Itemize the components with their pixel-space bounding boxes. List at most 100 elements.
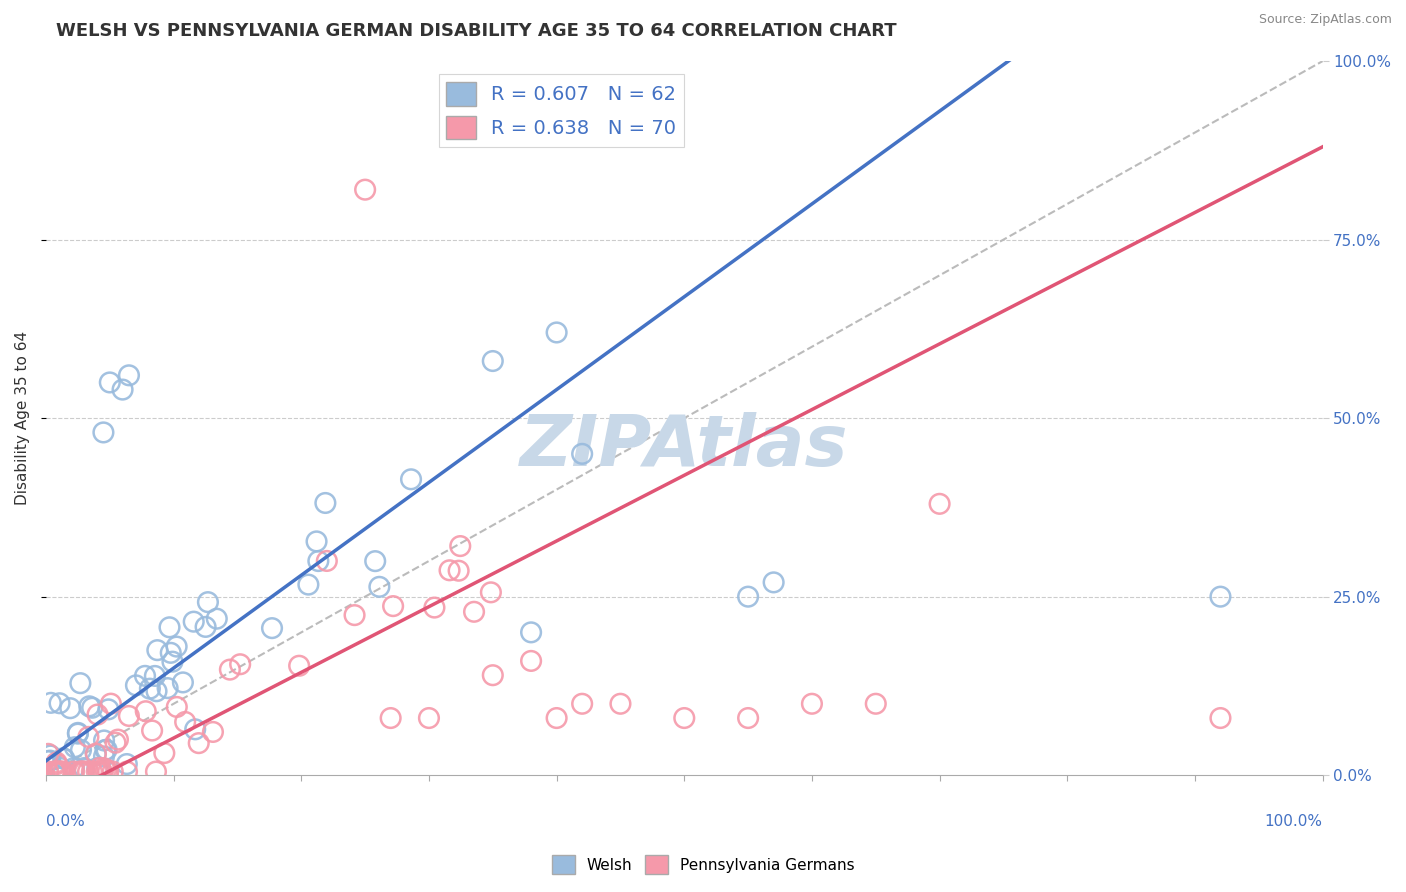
Point: [229, 657, 252, 672]
Point: [135, 704, 157, 718]
Point: [39, 696, 62, 710]
Point: [45, 756, 67, 770]
Point: [571, 447, 593, 461]
Point: [59, 701, 82, 715]
Point: [307, 554, 329, 568]
Point: [1209, 590, 1232, 604]
Point: [479, 585, 502, 599]
Point: [45, 757, 67, 772]
Point: [97, 702, 120, 716]
Point: [73, 764, 96, 779]
Legend: Welsh, Pennsylvania Germans: Welsh, Pennsylvania Germans: [546, 849, 860, 880]
Point: [77, 730, 100, 744]
Point: [368, 580, 391, 594]
Point: [520, 654, 543, 668]
Text: WELSH VS PENNSYLVANIA GERMAN DISABILITY AGE 35 TO 64 CORRELATION CHART: WELSH VS PENNSYLVANIA GERMAN DISABILITY …: [56, 22, 897, 40]
Point: [800, 697, 823, 711]
Point: [93, 733, 115, 747]
Point: [314, 496, 336, 510]
Point: [481, 668, 503, 682]
Point: [69, 764, 91, 779]
Point: [79, 699, 101, 714]
Point: [107, 732, 129, 747]
Point: [297, 577, 319, 591]
Point: [72, 764, 94, 779]
Point: [201, 725, 224, 739]
Point: [93, 761, 115, 775]
Point: [45, 764, 67, 779]
Point: [77, 764, 100, 779]
Point: [86, 707, 108, 722]
Point: [37, 747, 59, 761]
Point: [44, 764, 66, 779]
Point: [111, 383, 134, 397]
Point: [70, 764, 93, 779]
Point: [737, 711, 759, 725]
Point: [481, 354, 503, 368]
Legend: R = 0.607   N = 62, R = 0.638   N = 70: R = 0.607 N = 62, R = 0.638 N = 70: [439, 74, 683, 147]
Point: [156, 681, 179, 695]
Point: [63, 761, 86, 775]
Point: [1209, 711, 1232, 725]
Point: [90, 764, 112, 779]
Point: [183, 615, 205, 629]
Point: [139, 681, 162, 696]
Point: [354, 183, 377, 197]
Point: [84, 747, 107, 761]
Point: [162, 655, 184, 669]
Point: [86, 764, 108, 779]
Point: [52, 751, 75, 765]
Point: [288, 658, 311, 673]
Point: [343, 608, 366, 623]
Point: [143, 669, 166, 683]
Point: [115, 764, 138, 779]
Point: [39, 748, 62, 763]
Point: [197, 595, 219, 609]
Point: [382, 599, 405, 613]
Text: 0.0%: 0.0%: [46, 814, 84, 830]
Y-axis label: Disability Age 35 to 64: Disability Age 35 to 64: [15, 331, 30, 505]
Point: [546, 711, 568, 725]
Point: [98, 376, 121, 390]
Point: [145, 684, 167, 698]
Point: [45, 764, 67, 779]
Point: [463, 605, 485, 619]
Point: [865, 697, 887, 711]
Point: [37, 764, 59, 779]
Point: [449, 539, 471, 553]
Point: [260, 621, 283, 635]
Point: [52, 764, 75, 779]
Point: [146, 643, 169, 657]
Point: [184, 723, 207, 737]
Point: [90, 764, 112, 779]
Point: [94, 743, 117, 757]
Point: [520, 625, 543, 640]
Point: [94, 763, 117, 777]
Point: [93, 749, 115, 764]
Point: [96, 743, 118, 757]
Point: [141, 723, 163, 738]
Point: [172, 675, 194, 690]
Point: [66, 726, 89, 740]
Point: [93, 425, 115, 440]
Point: [418, 711, 440, 725]
Point: [134, 669, 156, 683]
Point: [159, 620, 181, 634]
Point: [125, 678, 148, 692]
Point: [928, 497, 950, 511]
Point: [115, 757, 138, 772]
Point: [305, 534, 328, 549]
Point: [762, 575, 785, 590]
Point: [53, 752, 76, 766]
Text: Source: ZipAtlas.com: Source: ZipAtlas.com: [1258, 13, 1392, 27]
Point: [104, 736, 127, 750]
Point: [609, 697, 631, 711]
Point: [87, 764, 110, 779]
Point: [37, 754, 59, 768]
Point: [399, 472, 422, 486]
Point: [80, 764, 103, 779]
Point: [39, 754, 62, 768]
Point: [187, 736, 209, 750]
Point: [66, 726, 89, 740]
Point: [118, 368, 141, 383]
